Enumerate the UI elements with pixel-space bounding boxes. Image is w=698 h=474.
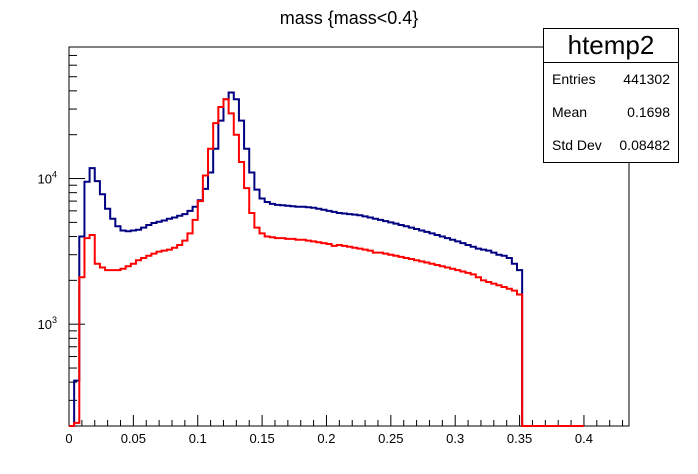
y-tick-label: 103 [38, 315, 57, 332]
x-tick-label: 0.25 [378, 431, 403, 446]
stddev-value: 0.08482 [619, 137, 670, 153]
x-tick-label: 0.35 [507, 431, 532, 446]
x-tick-label: 0.05 [121, 431, 146, 446]
x-tick-label: 0.4 [575, 431, 593, 446]
series-1-line [69, 98, 584, 427]
x-tick-label: 0.1 [189, 431, 207, 446]
stats-box: htemp2 Entries 441302 Mean 0.1698 Std De… [543, 28, 679, 163]
entries-value: 441302 [623, 71, 670, 87]
stats-row-entries: Entries 441302 [544, 63, 678, 96]
x-tick-label: 0.2 [317, 431, 335, 446]
stats-row-stddev: Std Dev 0.08482 [544, 129, 678, 162]
y-tick-label: 104 [38, 170, 57, 187]
mean-label: Mean [552, 104, 588, 120]
stats-row-mean: Mean 0.1698 [544, 96, 678, 129]
chart-title: mass {mass<0.4} [280, 8, 419, 28]
x-tick-label: 0.15 [249, 431, 274, 446]
series-0-line [69, 91, 584, 427]
stats-title: htemp2 [544, 29, 678, 63]
x-tick-label: 0 [65, 431, 72, 446]
x-tick-label: 0.3 [446, 431, 464, 446]
entries-label: Entries [552, 71, 596, 87]
stddev-label: Std Dev [552, 137, 602, 153]
mean-value: 0.1698 [627, 104, 670, 120]
